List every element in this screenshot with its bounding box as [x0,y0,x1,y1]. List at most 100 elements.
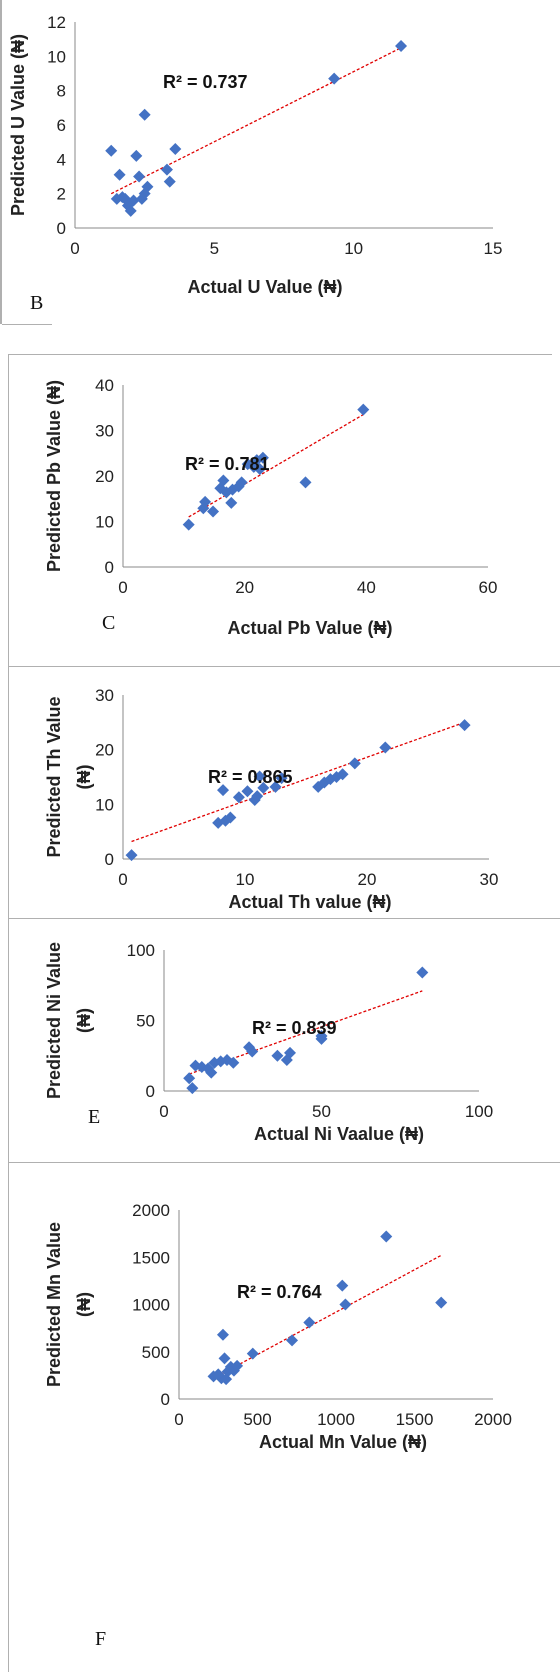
x-tick-label: 2000 [474,1410,512,1429]
data-point [163,175,176,188]
data-point [339,1298,352,1311]
data-point [348,757,361,770]
data-point [186,1082,199,1095]
data-point [216,1328,229,1341]
data-point [207,505,220,518]
data-point [225,496,238,509]
frame-line [0,0,2,324]
data-point [269,780,282,793]
trendline [188,414,364,518]
r-squared-label: R² = 0.865 [208,767,293,787]
data-point [113,168,126,181]
y-tick-label: 1000 [132,1296,170,1315]
x-tick-label: 0 [159,1102,168,1121]
data-point [232,791,245,804]
y-tick-label: 0 [105,558,114,577]
data-point [124,204,137,217]
data-point [395,40,408,53]
trendline [213,1254,442,1379]
panel-label-e: E [88,1106,101,1128]
data-point [248,793,261,806]
data-point [336,768,349,781]
y-axis-title: (₦) [74,1292,94,1317]
data-point [169,143,182,156]
data-point [458,719,471,732]
data-point [251,790,264,803]
y-axis-title: (₦) [74,1008,94,1033]
data-point [357,403,370,416]
data-point [380,1230,393,1243]
data-point [141,180,154,193]
x-tick-label: 100 [465,1102,493,1121]
data-point [246,1045,259,1058]
y-tick-label: 2 [57,185,66,204]
panel-label-b: B [30,292,44,314]
x-tick-label: 1500 [396,1410,434,1429]
chart-b-svg: 0 5 10 15 0 2 4 6 8 10 12 Actual U Value (₦) Predict… [8,13,502,297]
data-point [205,1066,218,1079]
y-tick-label: 40 [95,376,114,395]
data-point [241,785,254,798]
x-tick-label: 0 [174,1410,183,1429]
data-point [218,1352,231,1365]
data-point [435,1296,448,1309]
y-tick-label: 12 [47,13,66,32]
panel-label-c: C [102,612,116,634]
x-tick-label: 30 [480,870,499,889]
data-point [303,1316,316,1329]
x-tick-label: 20 [358,870,377,889]
y-axis-title: Predicted Ni Value [44,942,64,1099]
x-axis-title: Actual Ni Vaalue (₦) [254,1124,424,1144]
x-tick-label: 500 [243,1410,271,1429]
y-tick-label: 0 [105,850,114,869]
x-tick-label: 60 [479,578,498,597]
y-axis-title: Predicted Mn Value [44,1222,64,1387]
y-tick-label: 10 [95,795,114,814]
trendline [131,721,465,843]
y-tick-label: 8 [57,82,66,101]
x-tick-label: 15 [484,239,503,258]
data-point [133,170,146,183]
y-tick-label: 30 [95,686,114,705]
data-point [299,476,312,489]
data-point [227,1056,240,1069]
data-point [328,72,341,85]
y-tick-label: 30 [95,422,114,441]
y-tick-label: 100 [127,941,155,960]
data-point [416,966,429,979]
y-tick-label: 1500 [132,1248,170,1267]
data-point [231,1359,244,1372]
y-tick-label: 10 [95,513,114,532]
y-tick-label: 6 [57,116,66,135]
frame-line [8,1162,560,1163]
x-tick-label: 50 [312,1102,331,1121]
x-axis-title: Actual Mn Value (₦) [259,1432,427,1452]
frame-line [2,324,52,325]
data-point [315,1030,328,1043]
x-tick-label: 5 [210,239,219,258]
x-axis-title: Actual U Value (₦) [187,277,342,297]
data-point [182,518,195,531]
data-point [336,1279,349,1292]
r-squared-label: R² = 0.839 [252,1018,337,1038]
y-tick-label: 20 [95,467,114,486]
y-tick-label: 0 [57,219,66,238]
data-point [271,1049,284,1062]
data-point [379,741,392,754]
y-axis-title: Predicted U Value (₦) [8,34,28,216]
y-tick-label: 50 [136,1012,155,1031]
data-point [217,784,230,797]
data-point [224,811,237,824]
trendline [110,47,402,195]
chart-d: 0 10 20 30 0 10 20 30 Actual Th value (₦) Predict… [44,686,498,912]
panel-label-f: F [95,1628,107,1650]
x-tick-label: 20 [235,578,254,597]
data-point [257,781,270,794]
y-axis-title: Predicted Pb Value (₦) [44,380,64,572]
y-tick-label: 4 [57,150,66,169]
y-tick-label: 2000 [132,1201,170,1220]
y-tick-label: 10 [47,47,66,66]
chart-e: 0 50 100 0 50 100 Actual Ni Vaalue (₦) Predicte… [44,941,493,1144]
x-tick-label: 0 [118,578,127,597]
